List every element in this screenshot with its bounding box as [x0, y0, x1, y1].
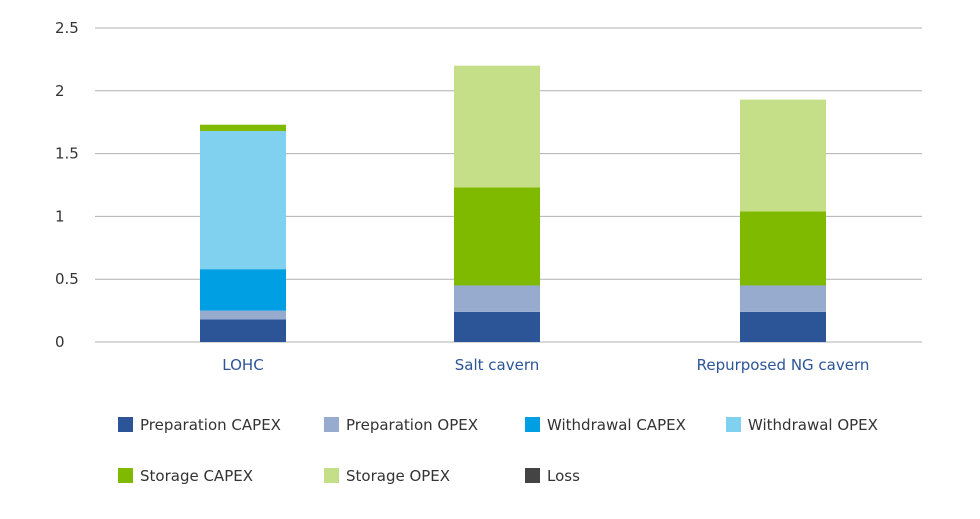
y-axis-tick-labels: 0 0.5 1 1.5 2 2.5: [55, 19, 79, 351]
legend-swatch-6: [525, 468, 540, 483]
y-tick-label-5: 2.5: [55, 19, 79, 37]
x-category-label-1: Salt cavern: [455, 356, 540, 374]
x-category-label-0: LOHC: [222, 356, 263, 374]
bar-segment-2-5: [740, 99, 826, 212]
y-tick-label-2: 1: [55, 207, 65, 225]
bar-segment-0-2: [200, 269, 286, 311]
bar-segment-1-4: [454, 187, 540, 286]
bar-segment-0-4: [200, 124, 286, 131]
y-tick-label-0: 0: [55, 333, 65, 351]
legend-label-1: Preparation OPEX: [346, 416, 478, 434]
legend-label-5: Storage OPEX: [346, 467, 450, 485]
legend-swatch-4: [118, 468, 133, 483]
y-tick-label-1: 0.5: [55, 270, 79, 288]
bar-segment-0-0: [200, 319, 286, 342]
legend-swatch-2: [525, 417, 540, 432]
legend-swatch-3: [726, 417, 741, 432]
legend-swatch-0: [118, 417, 133, 432]
bar-segment-1-0: [454, 311, 540, 342]
y-tick-label-4: 2: [55, 82, 65, 100]
bar-segment-1-5: [454, 65, 540, 188]
y-tick-label-3: 1.5: [55, 145, 79, 163]
legend-label-6: Loss: [547, 467, 580, 485]
x-category-label-2: Repurposed NG cavern: [697, 356, 870, 374]
legend: Preparation CAPEX Preparation OPEX Withdra…: [118, 416, 878, 485]
bar-segment-1-1: [454, 285, 540, 312]
legend-label-4: Storage CAPEX: [140, 467, 253, 485]
bar-segment-2-4: [740, 211, 826, 286]
bar-segment-2-1: [740, 285, 826, 312]
bar-segment-2-0: [740, 311, 826, 342]
bar-segment-0-3: [200, 130, 286, 270]
x-axis-category-labels: LOHC Salt cavern Repurposed NG cavern: [222, 356, 869, 374]
legend-label-2: Withdrawal CAPEX: [547, 416, 686, 434]
bar-segment-0-1: [200, 310, 286, 320]
legend-label-0: Preparation CAPEX: [140, 416, 281, 434]
legend-swatch-5: [324, 468, 339, 483]
legend-swatch-1: [324, 417, 339, 432]
bars: [200, 65, 826, 342]
legend-label-3: Withdrawal OPEX: [748, 416, 878, 434]
